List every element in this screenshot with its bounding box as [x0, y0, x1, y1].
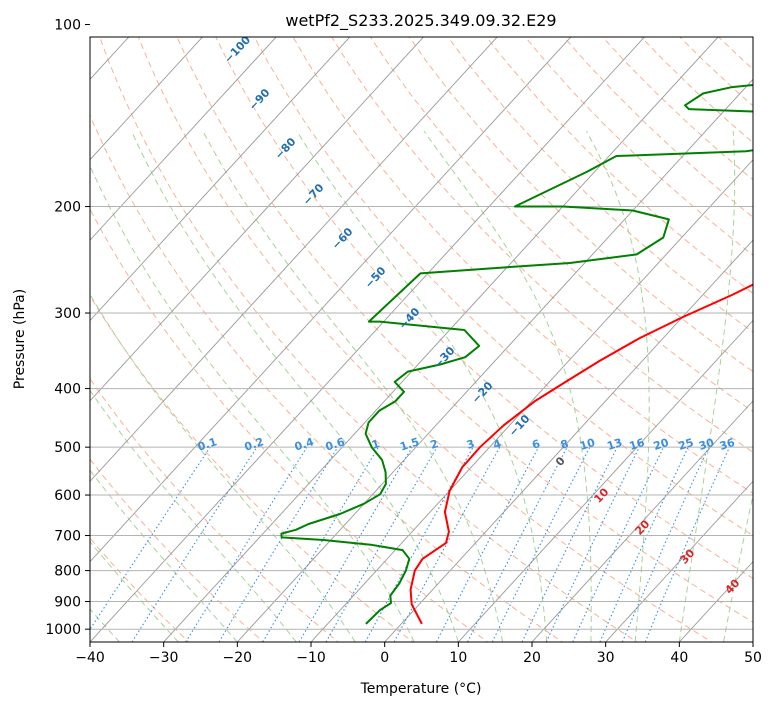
mixing-ratio-label: 4 [492, 437, 504, 452]
mixing-ratio-label: 20 [652, 436, 671, 453]
x-tick-label: 10 [449, 650, 467, 666]
y-tick-label: 400 [54, 382, 81, 398]
mixing-ratio-line [491, 446, 591, 642]
isotherm-line [90, 37, 204, 161]
mixing-ratio-line [467, 446, 568, 642]
x-tick-label: 30 [597, 650, 615, 666]
y-axis-label: Pressure (hPa) [12, 289, 28, 389]
y-axis-ticks: 100 200 300 400 500 600 700 800 900 1000 [45, 18, 90, 638]
mixing-ratio-label: 0.6 [324, 435, 347, 453]
isotherm-line [90, 37, 646, 642]
x-tick-label: 50 [744, 650, 762, 666]
plot-frame [89, 36, 754, 643]
x-tick-label: −30 [149, 650, 179, 666]
isotherm-line [90, 37, 572, 563]
mixing-ratio-line [521, 446, 618, 642]
chart-title: wetPf2_S233.2025.349.09.32.E29 [285, 11, 556, 31]
x-tick-label: 0 [380, 650, 389, 666]
dry-adiabat-line [331, 37, 753, 453]
dry-adiabat-line [253, 37, 753, 537]
mixing-ratio-label: 2 [429, 437, 440, 452]
x-tick-label: −20 [223, 650, 253, 666]
mixing-ratio-line [262, 446, 379, 642]
isotherm-line [384, 239, 753, 642]
x-axis-ticks: −40 −30 −20 −10 0 10 20 30 40 50 [75, 642, 762, 666]
x-tick-label: −10 [296, 650, 326, 666]
y-tick-label: 700 [54, 529, 81, 545]
mixing-ratio-label: 30 [697, 436, 716, 453]
mixing-ratio-label: 13 [605, 436, 624, 453]
mixing-ratio-label: 6 [530, 437, 542, 452]
y-tick-label: 100 [54, 18, 81, 34]
mixing-ratio-line [621, 446, 710, 642]
isotherm-line [90, 37, 277, 241]
y-tick-label: 200 [54, 200, 81, 216]
mixing-ratio-label: 1 [370, 437, 381, 452]
mixing-ratio-line [90, 446, 211, 631]
mixing-ratio-label: 10 [578, 436, 597, 453]
mixing-ratio-label: 25 [677, 436, 696, 453]
x-axis-label: Temperature (°C) [360, 681, 482, 697]
isotherm-line [163, 37, 719, 642]
isotherm-line [605, 480, 753, 642]
dry-adiabat-line [292, 37, 753, 494]
mixing-ratio-label: 36 [718, 436, 737, 453]
dewpoint-line [280, 84, 753, 625]
mixing-ratio-line [185, 446, 308, 642]
isotherm-line [90, 37, 351, 322]
x-tick-label: 20 [523, 650, 541, 666]
x-tick-label: 40 [670, 650, 688, 666]
mixing-ratio-label: 0.4 [293, 435, 316, 453]
mixing-ratio-line [599, 446, 689, 642]
y-tick-label: 1000 [45, 622, 81, 638]
y-tick-label: 900 [54, 595, 81, 611]
y-tick-label: 800 [54, 564, 81, 580]
dry-adiabat-line [90, 377, 340, 642]
mixing-ratio-label: 8 [559, 437, 570, 452]
mixing-ratio-line [218, 446, 339, 642]
mixing-ratio-line [325, 446, 438, 642]
dry-adiabat-line [369, 37, 753, 413]
isotherm-line [458, 319, 753, 642]
mixing-ratio-line [364, 446, 474, 642]
isotherm-line [90, 37, 425, 402]
sounding-series [280, 84, 753, 625]
isotherm-line [310, 159, 753, 642]
mixing-ratio-line [131, 446, 258, 642]
mixing-ratio-label: 3 [465, 437, 476, 452]
dry-adiabat-line [215, 37, 753, 579]
x-tick-label: −40 [75, 650, 105, 666]
isotherm-line [90, 37, 498, 482]
y-tick-label: 300 [54, 306, 81, 322]
mixing-ratio-label: 1.5 [398, 435, 421, 453]
y-tick-label: 500 [54, 440, 81, 456]
mixing-ratio-label: 16 [628, 436, 647, 453]
isotherm-line [531, 400, 753, 642]
mixing-ratio-label: 0.1 [196, 435, 219, 453]
mixing-ratio-label: 0.2 [243, 435, 266, 453]
isobar-grid [90, 206, 753, 630]
temperature-line [409, 283, 753, 625]
y-tick-label: 600 [54, 488, 81, 504]
isotherm-line [237, 78, 753, 642]
